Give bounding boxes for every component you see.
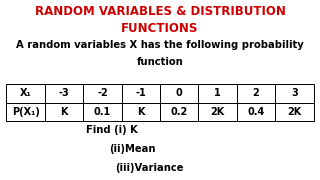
Bar bbox=[160, 84, 198, 103]
Text: 0.1: 0.1 bbox=[94, 107, 111, 117]
Text: 1: 1 bbox=[214, 88, 221, 98]
Bar bbox=[83, 84, 122, 103]
Text: -1: -1 bbox=[135, 88, 146, 98]
Bar bbox=[160, 103, 198, 122]
Bar bbox=[198, 103, 237, 122]
Text: (iii)Variance: (iii)Variance bbox=[115, 163, 184, 173]
Text: 2: 2 bbox=[252, 88, 260, 98]
Text: Find (i) K: Find (i) K bbox=[86, 125, 138, 135]
Text: K: K bbox=[137, 107, 145, 117]
Text: 0.2: 0.2 bbox=[171, 107, 188, 117]
Text: 0: 0 bbox=[176, 88, 183, 98]
Text: 2K: 2K bbox=[287, 107, 301, 117]
Bar bbox=[45, 103, 83, 122]
Text: FUNCTIONS: FUNCTIONS bbox=[121, 22, 199, 35]
Bar bbox=[122, 84, 160, 103]
Bar bbox=[6, 103, 45, 122]
Bar bbox=[275, 103, 314, 122]
Text: 2K: 2K bbox=[211, 107, 225, 117]
Bar bbox=[275, 84, 314, 103]
Bar bbox=[6, 84, 45, 103]
Bar bbox=[237, 103, 275, 122]
Bar bbox=[237, 84, 275, 103]
Bar bbox=[122, 103, 160, 122]
Text: K: K bbox=[60, 107, 68, 117]
Text: A random variables X has the following probability: A random variables X has the following p… bbox=[16, 40, 304, 51]
Bar bbox=[45, 84, 83, 103]
Text: P(X₁): P(X₁) bbox=[12, 107, 40, 117]
Bar bbox=[198, 84, 237, 103]
Text: 0.4: 0.4 bbox=[247, 107, 265, 117]
Bar bbox=[83, 103, 122, 122]
Text: RANDOM VARIABLES & DISTRIBUTION: RANDOM VARIABLES & DISTRIBUTION bbox=[35, 5, 285, 18]
Text: -2: -2 bbox=[97, 88, 108, 98]
Text: -3: -3 bbox=[59, 88, 69, 98]
Text: X₁: X₁ bbox=[20, 88, 31, 98]
Text: function: function bbox=[137, 57, 183, 67]
Text: (ii)Mean: (ii)Mean bbox=[109, 144, 155, 154]
Text: 3: 3 bbox=[291, 88, 298, 98]
